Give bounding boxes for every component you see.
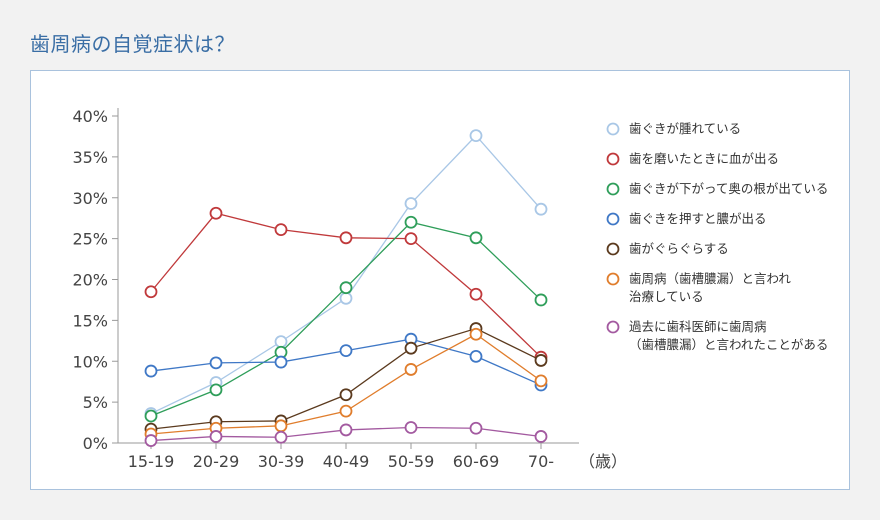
y-axis: 0% 5% 10% 15% 20% 25% 30% 35% 40% <box>72 107 119 453</box>
y-tick-label: 10% <box>72 352 108 371</box>
data-point <box>534 354 548 367</box>
y-tick-label: 0% <box>83 434 108 453</box>
data-point <box>339 388 353 402</box>
legend-marker <box>606 242 620 256</box>
data-point <box>339 281 353 295</box>
data-point <box>274 223 288 237</box>
data-point <box>404 363 418 376</box>
legend-marker <box>606 122 620 136</box>
data-point <box>469 287 483 301</box>
series-line <box>150 134 542 415</box>
x-tick-label: 15-19 <box>128 452 175 471</box>
series-2 <box>144 215 548 423</box>
legend-item: 歯がぐらぐらする <box>606 241 729 256</box>
y-tick-label: 30% <box>72 189 108 208</box>
data-point <box>534 374 548 388</box>
x-tick-label: 50-59 <box>388 452 435 471</box>
y-tick-label: 40% <box>72 107 108 126</box>
legend-marker <box>606 182 620 196</box>
data-point <box>469 327 483 341</box>
line-chart: 0% 5% 10% 15% 20% 25% 30% 35% 40% 15-19 20-29 30-3… <box>72 107 828 471</box>
legend-marker <box>606 272 620 286</box>
data-point <box>209 383 223 397</box>
data-point <box>469 421 483 435</box>
legend-label: 過去に歯科医師に歯周病 <box>629 319 767 334</box>
y-tick-label: 15% <box>72 311 108 330</box>
series-5 <box>144 327 548 441</box>
data-point <box>144 434 158 447</box>
data-point <box>339 404 353 418</box>
data-point <box>339 423 353 437</box>
legend-label: 歯を磨いたときに血が出る <box>629 151 779 166</box>
data-point <box>534 202 548 216</box>
x-axis: 15-19 20-29 30-39 40-49 50-59 60-69 70- （歳） <box>118 442 627 471</box>
x-axis-unit-label: （歳） <box>579 452 627 471</box>
data-point <box>144 364 158 378</box>
data-point <box>469 129 483 143</box>
legend-label: 歯がぐらぐらする <box>629 241 729 256</box>
x-tick-label: 30-39 <box>258 452 305 471</box>
legend-label: 歯ぐきを押すと膿が出る <box>629 211 767 226</box>
y-tick-label: 25% <box>72 230 108 249</box>
series-6 <box>144 421 548 447</box>
legend-item: 歯を磨いたときに血が出る <box>606 151 779 166</box>
chart-card: 0% 5% 10% 15% 20% 25% 30% 35% 40% 15-19 20-29 30-3… <box>30 70 850 490</box>
series-4 <box>144 322 548 436</box>
data-point <box>469 231 483 245</box>
x-tick-label: 40-49 <box>323 452 370 471</box>
data-point <box>404 215 418 229</box>
data-point <box>339 231 353 245</box>
data-point <box>469 349 483 363</box>
legend-item: 歯ぐきが下がって奥の根が出ている <box>606 181 828 196</box>
x-tick-label: 60-69 <box>453 452 500 471</box>
legend-label: （歯槽膿漏）と言われたことがある <box>629 337 828 352</box>
series-0 <box>144 129 548 420</box>
data-point <box>274 355 288 369</box>
y-tick-label: 20% <box>72 271 108 290</box>
series-layer <box>144 129 548 447</box>
data-point <box>404 421 418 434</box>
series-line <box>150 221 542 417</box>
data-point <box>404 341 418 355</box>
legend-item: 歯ぐきを押すと膿が出る <box>606 211 767 226</box>
legend-item: 過去に歯科医師に歯周病 （歯槽膿漏）と言われたことがある <box>606 319 828 352</box>
y-tick-label: 35% <box>72 148 108 167</box>
legend-label: 治療している <box>629 289 704 304</box>
legend-label: 歯周病（歯槽膿漏）と言われ <box>629 271 791 286</box>
legend-marker <box>606 320 620 334</box>
data-point <box>339 344 353 358</box>
legend-label: 歯ぐきが腫れている <box>629 121 741 136</box>
data-point <box>404 232 418 246</box>
data-point <box>404 197 418 210</box>
data-point <box>274 335 288 349</box>
page-title: 歯周病の自覚症状は？ <box>30 32 235 56</box>
data-point <box>209 356 223 370</box>
x-tick-label: 20-29 <box>193 452 240 471</box>
data-point <box>144 409 158 423</box>
data-point <box>144 285 158 299</box>
legend-label: 歯ぐきが下がって奥の根が出ている <box>629 181 828 196</box>
legend-marker <box>606 212 620 226</box>
data-point <box>339 291 353 305</box>
legend-marker <box>606 152 620 166</box>
data-point <box>209 430 223 443</box>
data-point <box>274 430 288 444</box>
legend-item: 歯ぐきが腫れている <box>606 121 741 136</box>
data-point <box>534 430 548 443</box>
x-tick-label: 70- <box>528 452 554 471</box>
data-point <box>274 419 288 433</box>
data-point <box>534 293 548 307</box>
data-point <box>209 206 223 220</box>
legend: 歯ぐきが腫れている歯を磨いたときに血が出る歯ぐきが下がって奥の根が出ている歯ぐき… <box>606 121 828 352</box>
y-tick-label: 5% <box>83 393 108 412</box>
